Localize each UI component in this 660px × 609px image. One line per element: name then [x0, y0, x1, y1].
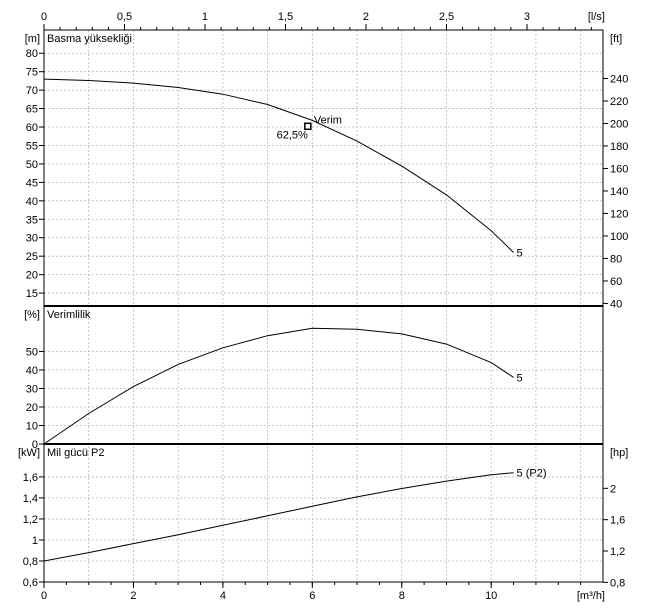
bottom-axis-tick-label: 6 — [309, 590, 315, 602]
top-axis-tick-label: 3 — [524, 11, 530, 23]
left-axis-tick-label: 1,2 — [23, 514, 38, 526]
left-axis-tick-label: 60 — [26, 122, 38, 134]
left-axis-tick-label: 70 — [26, 85, 38, 97]
duty-point-label: Verim — [314, 114, 342, 126]
left-axis-unit: [m] — [25, 33, 40, 45]
left-axis-unit: [%] — [24, 309, 40, 321]
series-label-efficiency: 5 — [517, 372, 523, 384]
left-axis-tick-label: 10 — [26, 420, 38, 432]
right-axis-tick-label: 60 — [610, 276, 622, 288]
right-axis-tick-label: 40 — [610, 298, 622, 310]
bottom-axis-tick-label: 2 — [130, 590, 136, 602]
top-axis-tick-label: 1,5 — [278, 11, 293, 23]
top-axis-tick-label: 0 — [41, 11, 47, 23]
left-axis-tick-label: 80 — [26, 48, 38, 60]
right-axis-tick-label: 140 — [610, 186, 628, 198]
right-axis-tick-label: 200 — [610, 118, 628, 130]
right-axis-tick-label: 240 — [610, 73, 628, 85]
left-axis-tick-label: 0,8 — [23, 556, 38, 568]
left-axis-tick-label: 1,4 — [23, 493, 38, 505]
right-axis-tick-label: 120 — [610, 208, 628, 220]
right-axis-tick-label: 80 — [610, 253, 622, 265]
top-axis-tick-label: 2,5 — [439, 11, 454, 23]
left-axis-tick-label: 15 — [26, 288, 38, 300]
left-axis-tick-label: 25 — [26, 251, 38, 263]
top-axis-tick-label: 0,5 — [117, 11, 132, 23]
left-axis-tick-label: 75 — [26, 67, 38, 79]
right-axis-tick-label: 100 — [610, 231, 628, 243]
left-axis-tick-label: 50 — [26, 346, 38, 358]
right-axis-tick-label: 180 — [610, 141, 628, 153]
panel-frame-power — [43, 443, 604, 583]
series-line-efficiency — [43, 327, 514, 445]
left-axis-tick-label: 35 — [26, 214, 38, 226]
left-axis-tick-label: 1 — [32, 535, 38, 547]
left-axis-tick-label: 20 — [26, 402, 38, 414]
top-axis-tick-label: 2 — [363, 11, 369, 23]
left-axis-tick-label: 65 — [26, 104, 38, 116]
left-axis-tick-label: 20 — [26, 270, 38, 282]
left-axis-tick-label: 30 — [26, 233, 38, 245]
left-axis-tick-label: 55 — [26, 140, 38, 152]
right-axis-tick-label: 1,2 — [610, 546, 625, 558]
series-line-power — [43, 472, 514, 562]
left-axis-tick-label: 0 — [32, 439, 38, 451]
bottom-axis-tick-label: 8 — [399, 590, 405, 602]
right-axis-tick-label: 0,8 — [610, 577, 625, 589]
left-axis-tick-label: 40 — [26, 365, 38, 377]
right-axis-tick-label: 2 — [610, 483, 616, 495]
left-axis-tick-label: 40 — [26, 196, 38, 208]
bottom-axis-tick-label: 0 — [41, 590, 47, 602]
right-axis-unit: [hp] — [610, 447, 628, 459]
bottom-axis-tick-label: 4 — [220, 590, 226, 602]
series-line-head — [43, 78, 514, 253]
right-axis-unit: [ft] — [610, 33, 622, 45]
left-axis-unit: [kW] — [18, 447, 40, 459]
bottom-axis-unit: [m³/h] — [577, 590, 605, 602]
series-label-head: 5 — [517, 247, 523, 259]
right-axis-tick-label: 220 — [610, 96, 628, 108]
panel-title-efficiency: Verimlilik — [47, 309, 91, 321]
right-axis-tick-label: 1,6 — [610, 515, 625, 527]
left-axis-tick-label: 45 — [26, 177, 38, 189]
top-axis-unit: [l/s] — [588, 11, 605, 23]
left-axis-tick-label: 30 — [26, 383, 38, 395]
duty-point-value-label: 62,5% — [277, 129, 308, 141]
left-axis-tick-label: 0,6 — [23, 577, 38, 589]
bottom-axis-tick-label: 10 — [485, 590, 497, 602]
right-axis-tick-label: 160 — [610, 163, 628, 175]
top-axis-tick-label: 1 — [202, 11, 208, 23]
left-axis-tick-label: 1,6 — [23, 472, 38, 484]
panel-title-power: Mil gücü P2 — [47, 447, 104, 459]
left-axis-tick-label: 50 — [26, 159, 38, 171]
series-label-power: 5 (P2) — [517, 468, 547, 480]
panel-title-head: Basma yüksekliği — [47, 33, 132, 45]
duty-point-marker — [304, 122, 312, 131]
panel-frame-head — [43, 29, 604, 307]
